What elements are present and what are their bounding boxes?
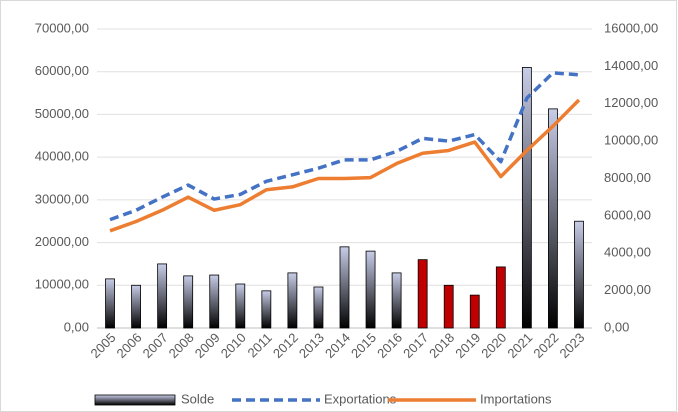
bar [548, 108, 558, 329]
bar [183, 275, 194, 329]
legend-label: Importations [480, 391, 552, 406]
bar [521, 67, 532, 329]
bar [417, 259, 428, 329]
y-tick-label: 50000,00 [35, 106, 89, 121]
bar [339, 246, 350, 329]
y-tick-label: 10000,00 [35, 277, 89, 292]
line [109, 71, 580, 222]
y2-tick-label: 16000,00 [604, 20, 658, 35]
y2-tick-label: 2000,00 [604, 282, 651, 297]
bar [365, 250, 376, 329]
bar [469, 294, 480, 329]
y-tick-label: 60000,00 [35, 63, 89, 78]
bar [313, 286, 324, 329]
bar [391, 272, 402, 329]
y2-tick-label: 14000,00 [604, 58, 658, 73]
y2-tick-label: 10000,00 [604, 133, 658, 148]
y2-tick-label: 6000,00 [604, 207, 651, 222]
bar [157, 263, 168, 329]
bar [574, 220, 584, 329]
bar [131, 284, 141, 329]
bar [209, 274, 220, 329]
y-tick-label: 40000,00 [35, 149, 89, 164]
bar [443, 284, 454, 329]
y-tick-label: 20000,00 [35, 234, 89, 249]
y2-tick-label: 0,00 [604, 319, 629, 334]
y2-tick-label: 4000,00 [604, 245, 651, 260]
y-tick-label: 30000,00 [35, 191, 89, 206]
legend-label: Solde [181, 391, 214, 406]
legend-swatch [94, 394, 176, 406]
y2-tick-label: 8000,00 [604, 170, 651, 185]
bar [105, 278, 115, 329]
y-tick-label: 70000,00 [35, 20, 89, 35]
y2-tick-label: 12000,00 [604, 95, 658, 110]
bar [235, 283, 246, 329]
line [109, 98, 581, 233]
bar [261, 290, 272, 329]
y-tick-label: 0,00 [64, 319, 89, 334]
legend-label: Exportations [324, 391, 397, 406]
bar [287, 272, 298, 329]
bar [495, 266, 506, 329]
